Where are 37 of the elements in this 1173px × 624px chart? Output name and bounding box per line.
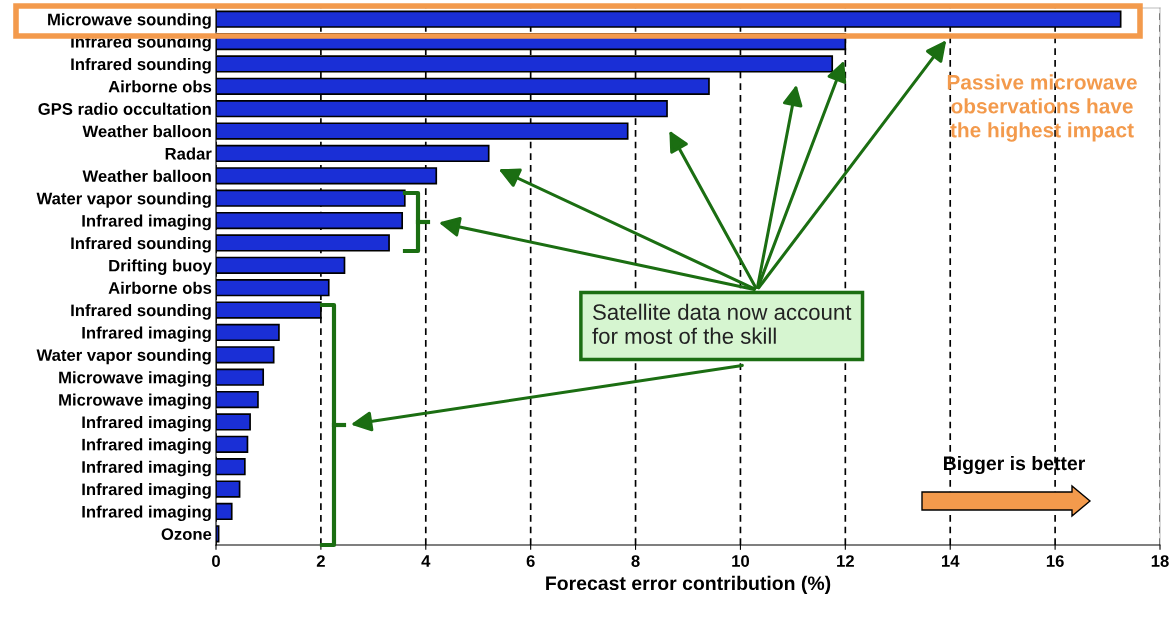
x-tick-label: 8 <box>631 555 640 567</box>
x-tick-label: 0 <box>212 555 220 567</box>
y-tick-label: Infrared sounding <box>71 57 211 74</box>
y-tick-label: Water vapor sounding <box>36 192 211 208</box>
y-tick-label: Microwave sounding <box>48 13 211 29</box>
annotation: Bigger is better <box>943 455 1086 475</box>
x-tick-label: 14 <box>942 555 960 567</box>
y-tick-label: Ozone <box>161 528 212 541</box>
y-tick-label: Microwave imaging <box>59 393 211 410</box>
y-tick-label: Infrared sounding <box>71 304 211 320</box>
annotation: Passive microwave observations have the highest impact <box>947 74 1137 142</box>
x-tick-label: 2 <box>316 555 325 567</box>
x-tick-label: 16 <box>1046 555 1064 567</box>
y-tick-label: Infrared imaging <box>82 415 211 432</box>
y-tick-label: Water vapor sounding <box>36 348 211 365</box>
y-tick-label: Microwave imaging <box>59 371 211 387</box>
y-tick-label: Infrared imaging <box>82 460 211 477</box>
annotation: Satellite data now account for most of the skill <box>592 303 852 344</box>
x-tick-label: 6 <box>526 555 535 567</box>
y-tick-label: Infrared imaging <box>82 483 211 499</box>
x-tick-label: 4 <box>421 555 431 567</box>
y-tick-label: Drifting buoy <box>109 259 212 275</box>
x-axis-title: Forecast error contribution (%) <box>546 575 831 594</box>
y-tick-label: Infrared sounding <box>71 236 211 253</box>
y-tick-label: Infrared imaging <box>82 505 211 522</box>
y-tick-label: Radar <box>165 147 212 160</box>
y-tick-label: Weather balloon <box>82 125 211 138</box>
y-tick-label: Airborne obs <box>108 281 212 294</box>
x-tick-label: 18 <box>1151 555 1169 567</box>
y-tick-label: Weather balloon <box>82 169 211 183</box>
y-tick-label: Airborne obs <box>108 80 212 93</box>
x-tick-label: 10 <box>732 555 750 567</box>
y-tick-label: Infrared imaging <box>82 438 211 454</box>
x-tick-label: 12 <box>837 555 854 567</box>
y-tick-label: Infrared imaging <box>82 214 211 231</box>
y-tick-label: GPS radio occultation <box>38 102 211 115</box>
y-tick-label: Infrared imaging <box>82 326 211 343</box>
